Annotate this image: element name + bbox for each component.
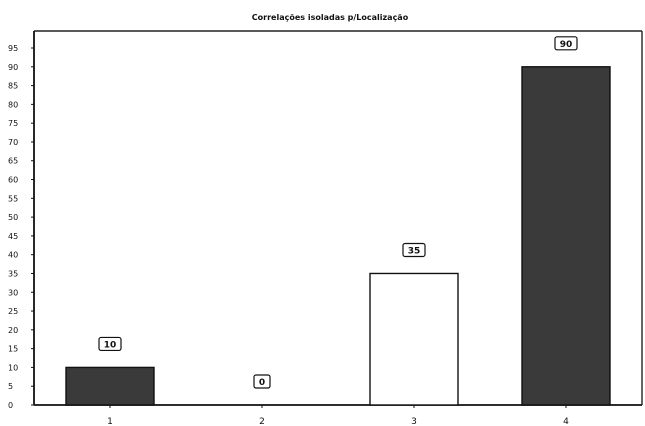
y-tick-label: 80 <box>8 100 18 109</box>
data-label-3: 35 <box>408 246 421 256</box>
x-tick-label-3: 3 <box>411 417 417 426</box>
data-label-box <box>253 374 271 389</box>
y-tick-label: 65 <box>8 157 18 166</box>
data-label-4: 90 <box>560 40 573 50</box>
y-tick-label: 15 <box>8 345 18 354</box>
y-axis-ticks: 0 5 10 15 20 25 30 35 40 45 50 55 60 65 70 75 80 85 90 95 <box>8 44 34 410</box>
y-tick-label: 55 <box>8 194 18 203</box>
y-tick-label: 10 <box>8 363 18 372</box>
y-tick-label: 95 <box>8 44 18 53</box>
bar-4 <box>521 66 611 406</box>
y-tick-label: 85 <box>8 82 18 91</box>
y-tick-label: 40 <box>8 251 18 260</box>
y-tick-label: 60 <box>8 176 18 185</box>
bar-3 <box>369 272 459 406</box>
y-tick-label: 50 <box>8 213 18 222</box>
y-tick-label: 75 <box>8 119 18 128</box>
data-label-1: 10 <box>104 340 117 350</box>
bars <box>65 66 611 406</box>
y-tick-label: 30 <box>8 288 18 297</box>
data-label-box <box>98 336 122 352</box>
data-label-box <box>554 36 578 51</box>
y-tick-label: 70 <box>8 138 18 147</box>
y-tick-label: 35 <box>8 269 18 278</box>
y-tick-label: 5 <box>8 382 13 391</box>
x-tick-label-2: 2 <box>259 417 265 426</box>
y-tick-label: 20 <box>8 326 18 335</box>
data-label-box <box>402 242 426 258</box>
data-label-2: 0 <box>259 378 265 388</box>
x-axis-ticks: 1 2 3 4 <box>107 405 569 426</box>
y-tick-label: 25 <box>8 307 18 316</box>
y-tick-label: 45 <box>8 232 18 241</box>
y-tick-label: 90 <box>8 63 18 72</box>
bar-1 <box>65 366 155 406</box>
y-tick-label: 0 <box>8 401 13 410</box>
x-tick-label-1: 1 <box>107 417 113 426</box>
x-tick-label-4: 4 <box>563 417 569 426</box>
chart-title: Correlações isoladas p/Localização <box>252 13 409 22</box>
data-labels: 10 0 35 90 <box>98 36 578 389</box>
